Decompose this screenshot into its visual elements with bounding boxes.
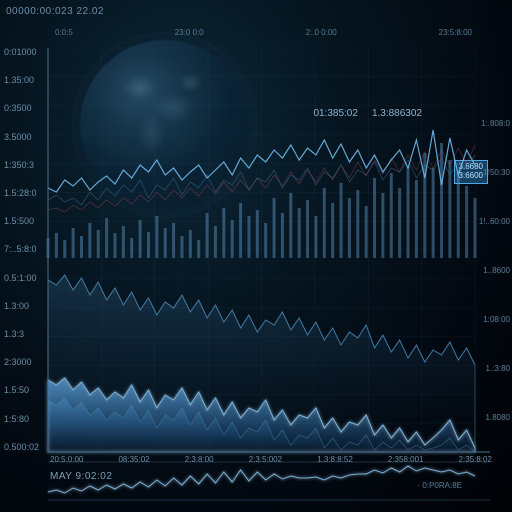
xbot-tick: 2:358:001: [388, 455, 424, 464]
date-label: MAY 9:02:02: [50, 471, 112, 482]
xbot-tick: 20:5:0:00: [50, 455, 83, 464]
yright-tick: 1:.808:0: [468, 120, 510, 128]
xbot-tick: 2:3:8:00: [185, 455, 214, 464]
xbot-tick: 1.3:8:8:52: [317, 455, 353, 464]
yleft-tick: 7:..5:8:0: [4, 245, 54, 254]
chart-svg: [0, 0, 512, 512]
y-axis-right: 1:.808:0 1!50:30 1!..60:00 1..8600 1:08:00 1.…: [468, 120, 510, 422]
yleft-tick: 1:350:3: [4, 161, 54, 170]
yleft-tick: 1.35:00: [4, 76, 54, 85]
yright-tick: 1!50:30: [468, 169, 510, 177]
yleft-tick: 1.5:28:0: [4, 189, 54, 198]
yleft-tick: 1.3:3: [4, 330, 54, 339]
yleft-tick: 0:3500: [4, 104, 54, 113]
yright-tick: 1.8080: [468, 414, 510, 422]
yleft-tick: 3.5000: [4, 133, 54, 142]
yleft-tick: 2:3000: [4, 358, 54, 367]
y-axis-left: 0:01000 1.35:00 0:3500 3.5000 1:350:3 1.5:28:…: [4, 48, 54, 452]
yleft-tick: 1.5:50: [4, 386, 54, 395]
footer-label: · 0:P0RA:8E: [418, 481, 462, 490]
yleft-tick: 0.500:02: [4, 443, 54, 452]
yright-tick: 1.:3:80: [468, 365, 510, 373]
yleft-tick: 1.5:500: [4, 217, 54, 226]
yleft-tick: 0:01000: [4, 48, 54, 57]
yleft-tick: 0.5:1:00: [4, 274, 54, 283]
financial-chart: 00000:00:023 22.02 0:0:523:0 0:02:.0 0:0…: [0, 0, 512, 512]
yright-tick: 1..8600: [468, 267, 510, 275]
xbot-tick: 2:35:8:02: [459, 455, 492, 464]
yleft-tick: 1.3:00: [4, 302, 54, 311]
yleft-tick: 1:5:80: [4, 415, 54, 424]
xbot-tick: 08:35:02: [118, 455, 149, 464]
xbot-tick: 2:3:5:002: [249, 455, 282, 464]
yright-tick: 1!..60:00: [468, 218, 510, 226]
x-axis-bottom: 20:5:0:00 08:35:02 2:3:8:00 2:3:5:002 1.3:8:…: [50, 455, 492, 464]
yright-tick: 1:08:00: [468, 316, 510, 324]
